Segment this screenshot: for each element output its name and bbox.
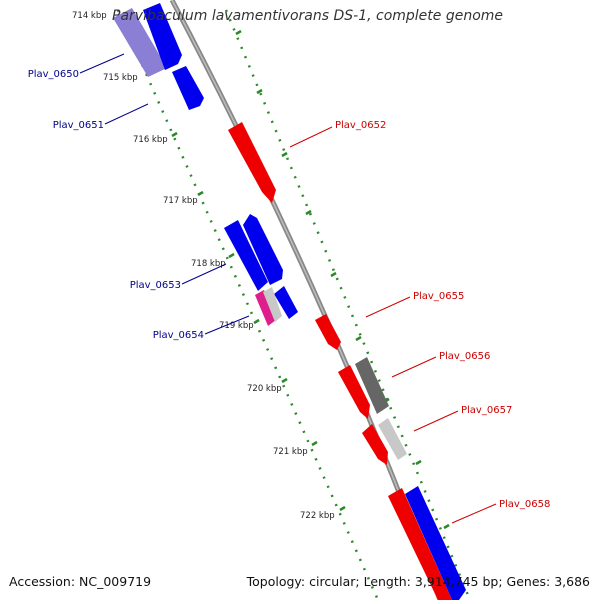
tick-label: 718 kbp <box>191 259 226 269</box>
gene-plav-0658-blue <box>405 486 466 600</box>
tick-labels: 714 kbp 715 kbp 716 kbp 717 kbp 718 kbp … <box>72 11 335 521</box>
tick-label: 719 kbp <box>219 321 254 331</box>
gene-plav-0650-shadow <box>113 8 167 77</box>
gene-plav-0658-red <box>388 488 452 600</box>
reverse-genes <box>228 122 452 600</box>
gene-label-plav-0650: Plav_0650 <box>28 69 79 80</box>
accession-text: Accession: NC_009719 <box>9 574 152 589</box>
gene-plav-0656 <box>338 365 370 419</box>
reverse-leaders <box>289 126 497 524</box>
tick-label: 714 kbp <box>72 11 107 21</box>
tick-label: 722 kbp <box>300 511 335 521</box>
forward-leaders <box>79 53 250 335</box>
gene-label-plav-0652: Plav_0652 <box>335 120 386 131</box>
gene-label-plav-0653: Plav_0653 <box>130 280 181 291</box>
gene-plav-0655 <box>315 314 341 350</box>
gene-plav-0654-pseudo <box>255 290 276 326</box>
tick-label: 716 kbp <box>133 135 168 145</box>
forward-tick-line <box>116 9 380 601</box>
reverse-gene-labels: Plav_0652 Plav_0655 Plav_0656 Plav_0657 … <box>335 120 550 510</box>
forward-gene-labels: Plav_0650 Plav_0651 Plav_0653 Plav_0654 <box>28 69 204 341</box>
tick-label: 715 kbp <box>103 73 138 83</box>
gene-plav-0653-b <box>243 214 283 285</box>
gene-plav-0657-light <box>378 418 407 460</box>
tick-label: 720 kbp <box>247 384 282 394</box>
topology-text: Topology: circular; Length: 3,914,745 bp… <box>246 574 590 589</box>
gene-plav-0653-a <box>224 220 268 291</box>
gene-plav-0657 <box>362 424 388 465</box>
gene-plav-0652 <box>228 122 276 203</box>
gene-plav-0651 <box>172 66 204 110</box>
gene-label-plav-0658: Plav_0658 <box>499 499 550 510</box>
major-tick-marks <box>119 12 346 512</box>
gene-label-plav-0655: Plav_0655 <box>413 291 464 302</box>
gene-plav-0654-light <box>263 287 282 322</box>
tick-label: 717 kbp <box>163 196 198 206</box>
gene-label-plav-0654: Plav_0654 <box>153 330 204 341</box>
forward-genes <box>113 3 466 600</box>
gene-label-plav-0651: Plav_0651 <box>53 120 104 131</box>
tick-label: 721 kbp <box>273 447 308 457</box>
map-title: Parvibaculum lavamentivorans DS-1, compl… <box>112 8 504 24</box>
gene-plav-0650 <box>143 3 182 70</box>
gene-plav-0656-dark <box>355 357 389 414</box>
gene-plav-0654 <box>274 286 298 319</box>
gene-label-plav-0657: Plav_0657 <box>461 405 512 416</box>
gene-label-plav-0656: Plav_0656 <box>439 351 490 362</box>
